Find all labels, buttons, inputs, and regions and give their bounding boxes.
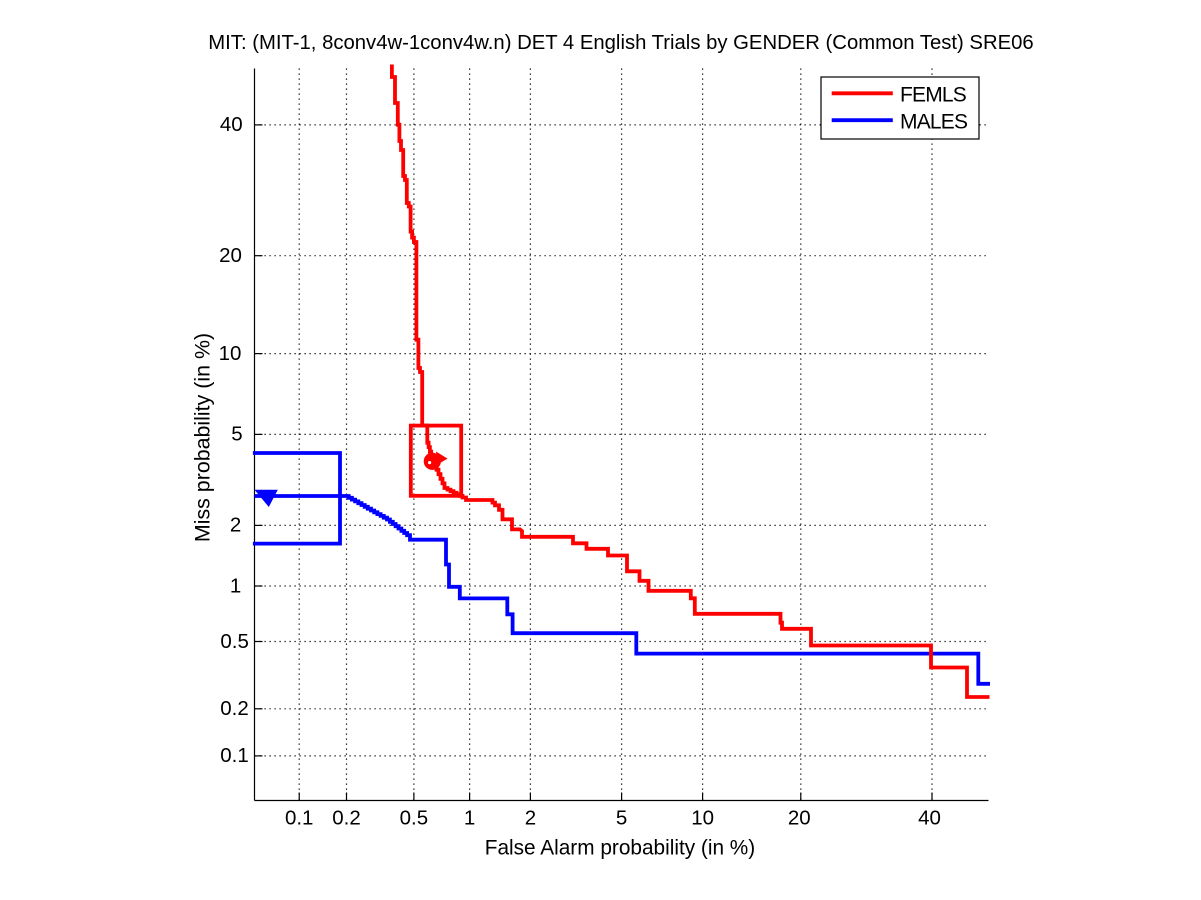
svg-text:0.2: 0.2 (220, 697, 249, 720)
svg-text:20: 20 (788, 807, 811, 830)
svg-text:40: 40 (918, 807, 941, 830)
svg-text:20: 20 (219, 244, 242, 267)
svg-text:10: 10 (691, 807, 714, 830)
svg-text:10: 10 (219, 342, 242, 365)
svg-text:MIT: (MIT-1, 8conv4w-1conv4w.n: MIT: (MIT-1, 8conv4w-1conv4w.n) DET 4 En… (208, 32, 1033, 54)
svg-text:5: 5 (616, 807, 627, 830)
svg-text:Miss probability (in %): Miss probability (in %) (191, 333, 215, 542)
svg-text:5: 5 (231, 423, 242, 446)
svg-text:0.5: 0.5 (220, 630, 249, 653)
svg-text:1: 1 (230, 574, 241, 597)
svg-text:0.2: 0.2 (332, 807, 361, 830)
svg-text:0.1: 0.1 (220, 744, 249, 767)
svg-text:40: 40 (220, 113, 243, 136)
svg-text:2: 2 (525, 807, 536, 830)
svg-text:0.5: 0.5 (400, 807, 429, 830)
svg-text:MALES: MALES (900, 111, 968, 134)
svg-text:2: 2 (230, 514, 241, 537)
svg-text:FEMLS: FEMLS (900, 84, 967, 107)
svg-text:False Alarm probability (in %): False Alarm probability (in %) (485, 837, 755, 860)
svg-text:0.1: 0.1 (285, 807, 314, 830)
svg-text:1: 1 (464, 807, 475, 830)
